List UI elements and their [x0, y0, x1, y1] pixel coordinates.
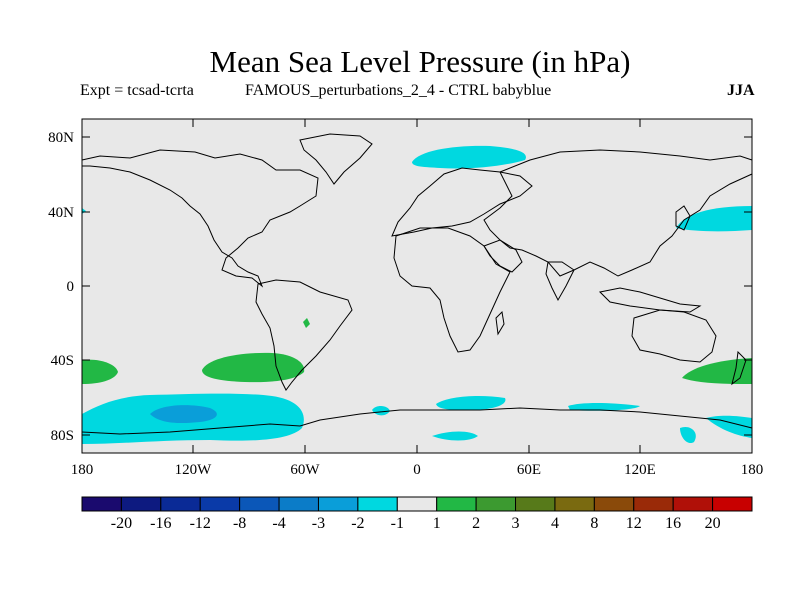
lon-label-120w: 120W	[175, 462, 213, 478]
patch-small-positive	[303, 318, 310, 328]
colorbar-label-2: -12	[190, 515, 211, 532]
colorbar-box-5	[278, 496, 319, 512]
patch-antarctic-negative	[432, 431, 478, 441]
colorbar-box-6	[317, 496, 359, 512]
colorbar-label-9: 2	[472, 515, 480, 532]
latitude-axis: 80N 40N 0 40S 80S	[48, 130, 752, 444]
colorbar-label-12: 8	[590, 515, 598, 532]
colorbar-label-1: -16	[150, 515, 171, 532]
anomaly-patches	[82, 145, 752, 444]
lat-label-40n: 40N	[48, 205, 74, 221]
coast-india	[545, 261, 575, 302]
colorbar-box-8	[396, 496, 438, 512]
coast-australia	[631, 309, 717, 363]
experiment-description: FAMOUS_perturbations_2_4 - CTRL babyblue	[245, 82, 552, 99]
lon-label-0: 0	[413, 462, 421, 478]
patch-weddell-negative	[372, 405, 390, 416]
colorbar-box-16	[712, 496, 753, 512]
season-label: JJA	[727, 82, 755, 99]
colorbar-label-10: 3	[512, 515, 520, 532]
colorbar-box-10	[475, 496, 517, 512]
patch-south-pacific-positive	[82, 359, 118, 384]
colorbar-label-13: 12	[626, 515, 642, 532]
experiment-label: Expt = tcsad-tcrta	[80, 82, 194, 99]
coast-europe	[391, 167, 533, 237]
coast-antarctica	[81, 407, 753, 435]
coastlines	[81, 133, 753, 435]
coast-indonesia	[598, 287, 702, 313]
lon-label-180e: 180	[741, 462, 764, 478]
coast-madagascar	[495, 310, 505, 336]
colorbar-box-15	[672, 496, 714, 512]
lat-label-80s: 80S	[51, 428, 74, 444]
colorbar-label-0: -20	[111, 515, 132, 532]
colorbar-label-8: 1	[433, 515, 441, 532]
lat-label-40s: 40S	[51, 353, 74, 369]
coast-greenland	[299, 133, 373, 185]
colorbar-label-11: 4	[551, 515, 559, 532]
colorbar-box-11	[515, 496, 556, 512]
colorbar-box-14	[633, 496, 674, 512]
colorbar-box-1	[120, 496, 162, 512]
colorbar-label-3: -8	[233, 515, 246, 532]
colorbar-box-4	[239, 496, 280, 512]
colorbar-box-12	[554, 496, 595, 512]
patch-nw-pacific-negative	[676, 206, 752, 232]
coast-south-america	[255, 279, 353, 391]
lon-label-120e: 120E	[624, 462, 656, 478]
patch-arctic-negative	[412, 145, 526, 169]
coast-new-zealand	[731, 350, 747, 386]
coast-arabia	[483, 239, 523, 273]
lat-label-0: 0	[67, 279, 75, 295]
patch-indian-positive	[682, 358, 752, 384]
colorbar-labels: -20 -16 -12 -8 -4 -3 -2 -1 1 2 3 4 8 12 16 20	[111, 515, 721, 532]
coast-japan	[675, 205, 691, 231]
colorbar-label-4: -4	[272, 515, 285, 532]
colorbar-box-3	[199, 496, 241, 512]
patch-southern-ocean-core	[150, 405, 217, 424]
colorbar-boxes	[81, 496, 753, 512]
colorbar-box-7	[357, 496, 398, 512]
colorbar-box-2	[160, 496, 201, 512]
colorbar-box-13	[593, 496, 635, 512]
colorbar-label-14: 16	[665, 515, 681, 532]
patch-south-indian-negative	[568, 403, 640, 411]
colorbar-label-15: 20	[705, 515, 721, 532]
patch-south-atlantic-negative	[436, 396, 506, 410]
colorbar-box-0	[81, 496, 122, 512]
colorbar-label-6: -2	[351, 515, 364, 532]
coast-africa	[393, 227, 511, 353]
colorbar-label-7: -1	[391, 515, 404, 532]
patch-south-america-positive	[202, 352, 305, 383]
lat-label-80n: 80N	[48, 130, 74, 146]
lon-label-60e: 60E	[517, 462, 541, 478]
patch-south-pacific-negative-2	[706, 415, 752, 438]
lon-label-180w: 180	[71, 462, 94, 478]
map-title: Mean Sea Level Pressure (in hPa)	[209, 44, 631, 79]
longitude-axis: 180 120W 60W 0 60E 120E 180	[71, 119, 764, 478]
lon-label-60w: 60W	[290, 462, 320, 478]
colorbar-box-9	[436, 496, 477, 512]
patch-ross-negative	[680, 426, 696, 444]
coast-north-america	[81, 149, 319, 288]
colorbar-label-5: -3	[312, 515, 325, 532]
